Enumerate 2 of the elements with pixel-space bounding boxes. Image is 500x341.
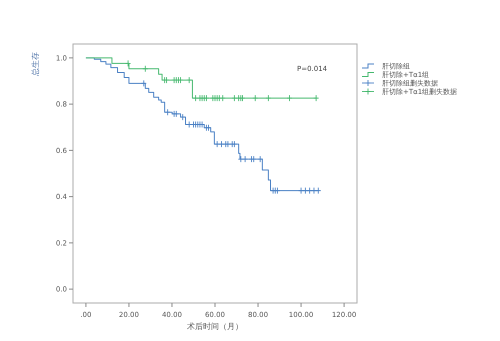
x-axis-title: 术后时间（月） xyxy=(187,322,243,331)
y-axis-title: 总生存 xyxy=(31,52,40,77)
